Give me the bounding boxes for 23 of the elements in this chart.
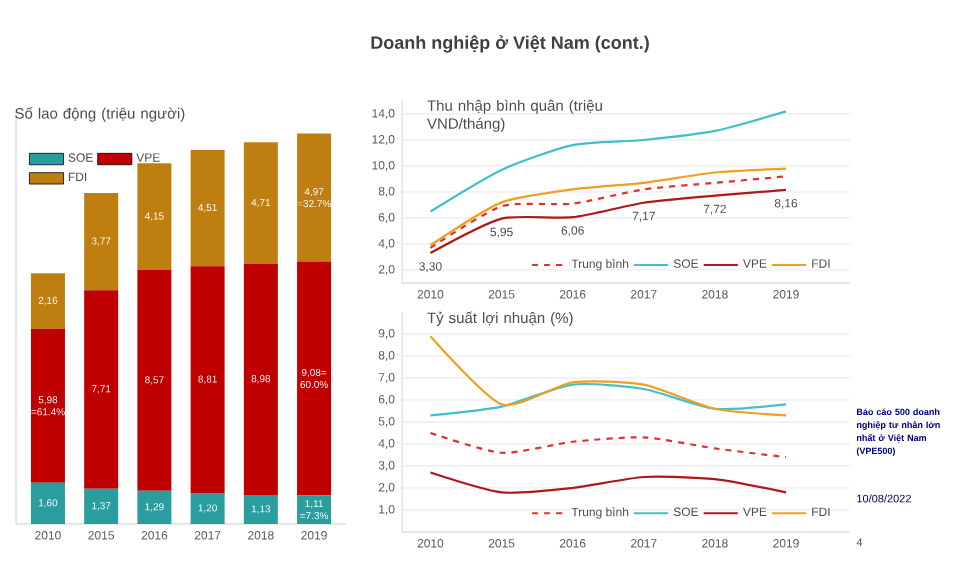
- bar: [84, 488, 119, 524]
- bar: [30, 273, 65, 329]
- line-series: [429, 382, 788, 417]
- bar: [297, 495, 332, 524]
- bar: [190, 266, 225, 494]
- bar: [84, 290, 119, 489]
- bar: [297, 133, 332, 262]
- bar: [297, 261, 332, 496]
- bar: [190, 150, 225, 267]
- bar: [84, 193, 119, 291]
- bar: [137, 163, 172, 271]
- bar: [137, 270, 172, 491]
- bar: [30, 328, 65, 483]
- bar: [243, 142, 278, 264]
- line-series: [429, 471, 788, 494]
- bar: [243, 263, 278, 495]
- line-series: [429, 335, 788, 417]
- bar: [30, 482, 65, 524]
- bar: [243, 494, 278, 524]
- bar: [190, 493, 225, 524]
- line-series: [429, 431, 788, 459]
- bar: [137, 490, 172, 524]
- text: Doanh nghiệp ở Việt Nam (cont.): [371, 35, 649, 53]
